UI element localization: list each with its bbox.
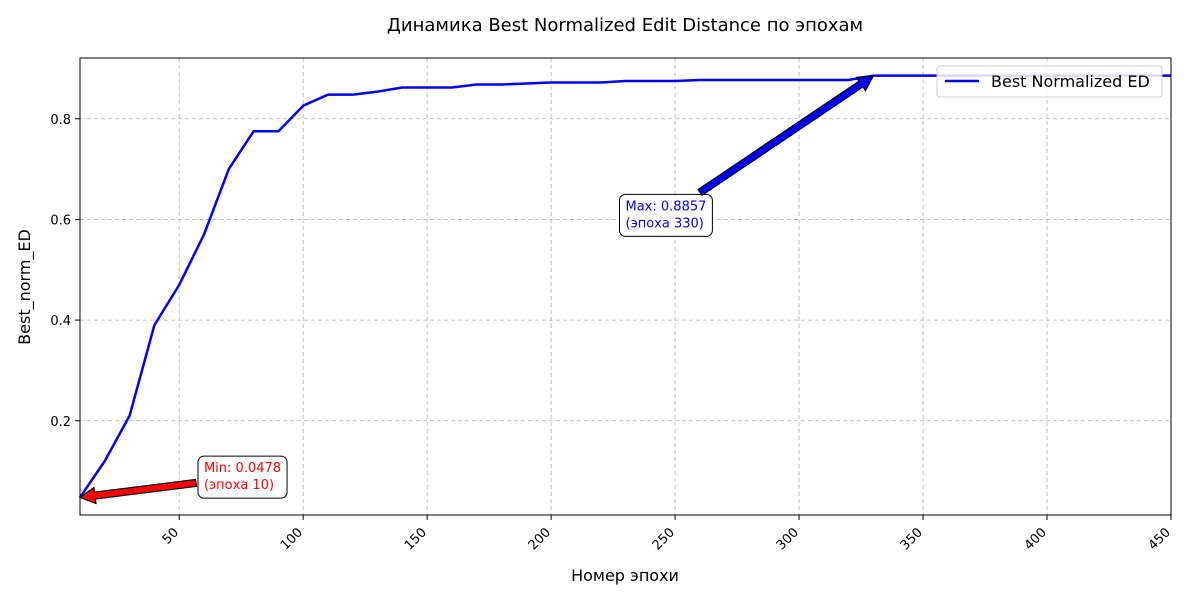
grid-lines [80,58,1172,515]
legend-label: Best Normalized ED [991,72,1150,91]
min-annotation-arrow [78,478,198,505]
x-axis-title: Номер эпохи [571,566,679,585]
x-tick-label: 400 [1022,525,1050,553]
min-annotation-epoch: (эпоха 10) [204,478,274,493]
min-annotation-value: Min: 0.0478 [204,461,281,476]
max-annotation-value: Max: 0.8857 [626,199,707,214]
x-tick-label: 300 [774,525,802,553]
series-layer [78,74,1171,499]
legend: Best Normalized ED [936,65,1163,98]
y-tick-label: 0.4 [50,314,71,329]
x-tick-label: 250 [650,525,678,553]
x-tick-label: 200 [526,525,554,553]
y-tick-label: 0.2 [50,415,71,430]
y-tick-label: 0.8 [50,113,71,128]
min-annotation: Min: 0.0478 (эпоха 10) [78,455,288,505]
x-tick-label: 350 [898,525,926,553]
max-annotation-box [619,193,713,237]
max-annotation: Max: 0.8857 (эпоха 330) [619,74,875,237]
max-annotation-epoch: (эпоха 330) [626,216,704,231]
legend-box [936,65,1163,98]
x-tick-label: 450 [1146,525,1174,553]
min-annotation-box [197,455,288,499]
plot-frame [79,57,1172,516]
x-tick-label: 50 [160,525,182,547]
y-axis-title: Best_norm_ED [15,229,35,345]
annotations: Min: 0.0478 (эпоха 10) Max: 0.8857 (эпоха 3… [78,74,875,505]
x-tick-label: 100 [278,525,306,553]
y-tick-label: 0.6 [50,213,71,228]
chart-title: Динамика Best Normalized Edit Distance п… [387,15,863,36]
series-line [78,74,1171,499]
max-annotation-arrow [697,74,875,197]
x-tick-label: 150 [402,525,430,553]
